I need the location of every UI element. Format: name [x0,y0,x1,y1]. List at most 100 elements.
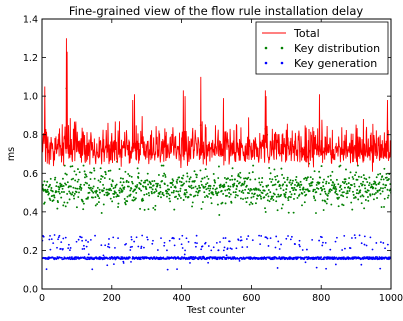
key-generation-point [299,245,301,248]
key-generation-point [196,242,198,245]
key-distribution-point [313,188,316,191]
key-generation-point [222,237,225,240]
key-generation-point [113,256,116,259]
key-distribution-point [285,188,288,191]
key-distribution-point [312,190,315,193]
key-distribution-point [224,189,227,192]
key-distribution-point [72,186,75,189]
key-distribution-point [135,185,138,188]
key-distribution-point [239,171,242,174]
key-generation-point [336,236,338,239]
key-distribution-point [330,189,333,192]
key-generation-point [181,234,184,237]
key-distribution-point [79,183,82,186]
key-distribution-point [185,191,188,194]
key-distribution-point [141,197,144,200]
key-generation-point [384,247,386,250]
key-distribution-point [75,206,78,209]
key-distribution-point [49,183,51,186]
key-distribution-point [193,170,196,173]
key-distribution-point [153,191,156,194]
key-distribution-point [178,194,181,197]
key-generation-point [216,258,219,261]
key-distribution-point [92,191,95,194]
key-distribution-point [267,195,270,198]
key-distribution-point [177,193,180,196]
key-distribution-point [372,198,375,201]
key-distribution-point [379,187,382,190]
key-generation-point [180,257,183,260]
key-generation-point [125,243,128,245]
key-distribution-point [149,183,152,186]
key-distribution-point [385,176,388,179]
key-distribution-point [347,186,350,188]
key-distribution-point [65,183,68,186]
key-distribution-point [100,178,102,180]
key-generation-point [168,239,171,242]
key-distribution-point [322,209,325,211]
key-distribution-point [115,183,118,186]
key-distribution-point [99,167,102,170]
key-generation-point [225,254,228,257]
key-distribution-point [57,190,60,193]
key-distribution-point [230,201,233,204]
key-distribution-point [108,178,111,180]
key-distribution-point [128,174,131,177]
key-distribution-point [62,185,65,187]
key-distribution-point [228,195,231,198]
key-distribution-point [87,196,90,199]
key-generation-point [139,258,142,261]
key-distribution-point [254,202,257,205]
key-distribution-point [360,176,363,178]
key-distribution-point [70,185,72,188]
key-distribution-point [294,183,296,186]
key-generation-point [203,256,206,259]
key-distribution-point [233,182,236,185]
key-distribution-point [131,180,133,183]
key-distribution-point [229,193,232,196]
key-distribution-point [135,191,138,194]
key-generation-point [305,248,308,251]
key-distribution-point [293,197,295,200]
key-generation-point [173,237,175,240]
key-distribution-point [363,177,366,180]
key-generation-point [75,258,78,260]
key-distribution-point [290,183,293,186]
key-distribution-point [52,199,55,202]
key-distribution-point [252,195,255,198]
key-distribution-point [190,184,193,187]
key-distribution-point [132,196,135,199]
key-distribution-point [223,176,226,179]
key-distribution-point [150,192,153,195]
key-generation-point [379,241,382,244]
key-distribution-point [265,194,268,196]
key-distribution-point [325,202,328,205]
key-distribution-point [331,170,334,173]
key-generation-point [349,247,352,250]
key-generation-point [365,256,368,259]
key-distribution-point [82,164,85,167]
key-distribution-point [89,186,92,189]
key-generation-point [341,249,344,251]
key-distribution-point [219,183,222,186]
key-distribution-point [49,177,52,180]
key-distribution-point [163,172,166,175]
key-distribution-point [66,192,69,195]
key-generation-point [132,256,135,259]
key-distribution-point [250,196,253,199]
key-generation-point [195,245,197,248]
key-distribution-point [323,188,326,190]
key-distribution-point [352,190,354,193]
key-distribution-point [143,208,146,211]
key-generation-point [321,244,324,247]
key-generation-point [131,245,133,248]
key-distribution-point [279,187,282,190]
key-distribution-point [66,181,69,184]
key-generation-point [82,244,85,247]
key-distribution-point [108,192,110,195]
key-generation-point [189,262,191,264]
key-distribution-point [53,194,56,197]
key-distribution-point [241,189,244,192]
key-distribution-point [150,186,153,189]
legend-label: Key distribution [294,42,380,55]
